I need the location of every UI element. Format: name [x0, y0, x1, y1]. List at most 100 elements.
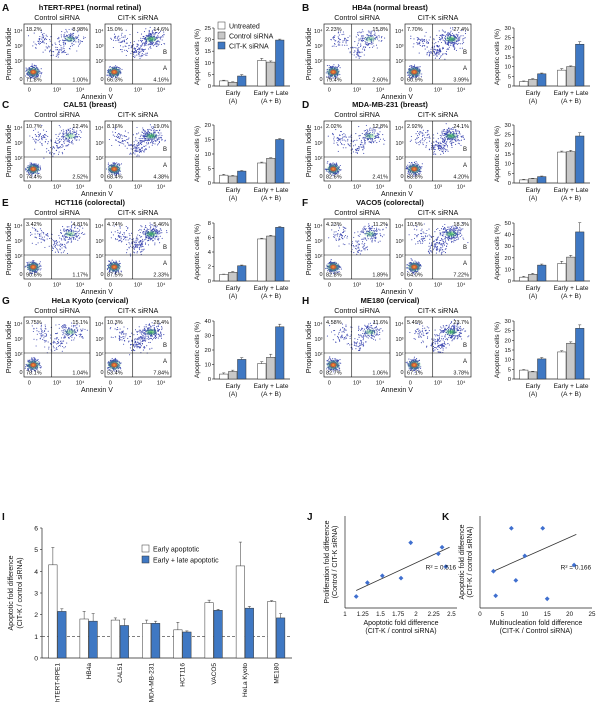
- flow-dot: [453, 43, 456, 45]
- flow-dot: [82, 233, 84, 236]
- flow-dot: [419, 66, 421, 68]
- flow-dot: [422, 129, 424, 131]
- flow-ytick: 10⁴: [95, 125, 104, 132]
- flow-dot: [160, 43, 163, 46]
- flow-dot: [67, 128, 69, 130]
- flow-dot: [345, 140, 347, 142]
- flow-dot: [459, 38, 461, 40]
- flow-dot: [161, 39, 163, 41]
- flow-dot: [343, 33, 345, 35]
- flow-label-control: Control siRNA: [34, 13, 80, 22]
- flow-xtick: 10³: [353, 185, 361, 191]
- flow-dot: [358, 38, 360, 40]
- flow-dot: [442, 144, 444, 146]
- flow-dot: [430, 52, 432, 54]
- flow-dot: [117, 39, 119, 41]
- flow-dot: [448, 48, 450, 50]
- flow-dot: [454, 139, 456, 141]
- flow-dot: [442, 48, 444, 50]
- flow-dot: [379, 131, 381, 133]
- flow-dot: [133, 150, 135, 152]
- flow-dot: [414, 139, 416, 141]
- flow-dot: [446, 53, 448, 56]
- quadrant-label-b: B: [163, 50, 167, 56]
- flow-dot: [55, 43, 57, 46]
- flow-dot: [70, 32, 72, 34]
- flow-dot: [426, 134, 428, 136]
- flow-dot: [426, 46, 428, 48]
- flow-dot: [433, 134, 435, 136]
- flow-dot: [342, 147, 344, 149]
- flow-dot: [41, 36, 43, 38]
- flow-dot: [459, 140, 461, 142]
- flow-dot: [37, 140, 39, 142]
- flow-dot: [124, 130, 126, 132]
- flow-dot: [127, 138, 129, 140]
- flow-dot: [348, 136, 350, 138]
- flow-dot: [422, 142, 424, 144]
- flow-ytick: 10³: [96, 141, 104, 147]
- flow-dot: [335, 162, 337, 164]
- flow-dot: [33, 260, 35, 262]
- flow-dot: [163, 33, 165, 35]
- flow-dot: [145, 28, 147, 30]
- flow-dot: [326, 65, 328, 67]
- quadrant-pct-ul: 10.7%: [26, 124, 42, 130]
- flow-dot: [349, 35, 351, 37]
- flow-dot: [33, 32, 35, 34]
- flow-dot: [447, 42, 449, 44]
- flow-label-control: Control siRNA: [34, 208, 80, 217]
- flow-dot: [161, 139, 163, 141]
- flow-dot: [58, 36, 60, 38]
- flow-dot: [139, 143, 141, 145]
- flow-dot: [406, 165, 408, 167]
- flow-dot: [440, 55, 442, 57]
- bar-ytick-label: 15: [205, 138, 211, 144]
- flow-dot: [61, 151, 63, 153]
- quadrant-pct-ll: 82.6%: [326, 175, 342, 181]
- flow-y-axis-label: Propidium Iodide: [6, 125, 13, 178]
- flow-dot: [136, 140, 138, 142]
- bar-ytick-label: 10: [205, 152, 211, 158]
- flow-dot: [122, 46, 124, 48]
- flow-dot: [35, 77, 37, 79]
- flow-dot: [435, 49, 437, 51]
- flow-plot: 7.70% 27.4%60.9% 3.99%BA0 10³ 10⁴: [404, 23, 472, 94]
- flow-dot: [114, 135, 116, 137]
- flow-dot: [151, 33, 153, 35]
- flow-dot: [460, 135, 462, 137]
- late-cluster-density: [444, 35, 458, 43]
- flow-dot: [148, 31, 150, 33]
- flow-dot: [55, 140, 57, 142]
- flow-dot: [80, 131, 82, 133]
- flow-dot: [372, 42, 374, 44]
- flow-dot: [442, 133, 444, 135]
- panel-title: hTERT-RPE1 (normal retinal): [39, 3, 142, 12]
- flow-dot: [363, 35, 365, 37]
- flow-dot: [29, 162, 31, 164]
- flow-dot: [34, 77, 36, 79]
- bar-ytick-label: 25: [205, 26, 211, 32]
- flow-dot: [63, 236, 65, 238]
- flow-dot: [39, 40, 41, 43]
- flow-dot: [460, 35, 462, 37]
- flow-dot: [365, 124, 367, 126]
- flow-dot: [416, 142, 418, 144]
- flow-dot: [119, 38, 121, 40]
- flow-dot: [377, 133, 380, 135]
- flow-dot: [116, 162, 118, 164]
- flow-dot: [158, 132, 160, 134]
- flow-dot: [53, 153, 55, 155]
- flow-dot: [363, 152, 365, 154]
- flow-dot: [415, 141, 417, 143]
- flow-dot: [62, 47, 64, 49]
- flow-dot: [113, 33, 116, 35]
- flow-dot: [382, 138, 384, 140]
- flow-dot: [81, 41, 84, 43]
- flow-dot: [371, 142, 373, 144]
- flow-dot: [374, 140, 376, 142]
- flow-dot: [447, 131, 449, 133]
- live-cell-hotspot: [329, 69, 338, 75]
- flow-dot: [422, 42, 424, 44]
- bar-control-sirna: [228, 175, 238, 184]
